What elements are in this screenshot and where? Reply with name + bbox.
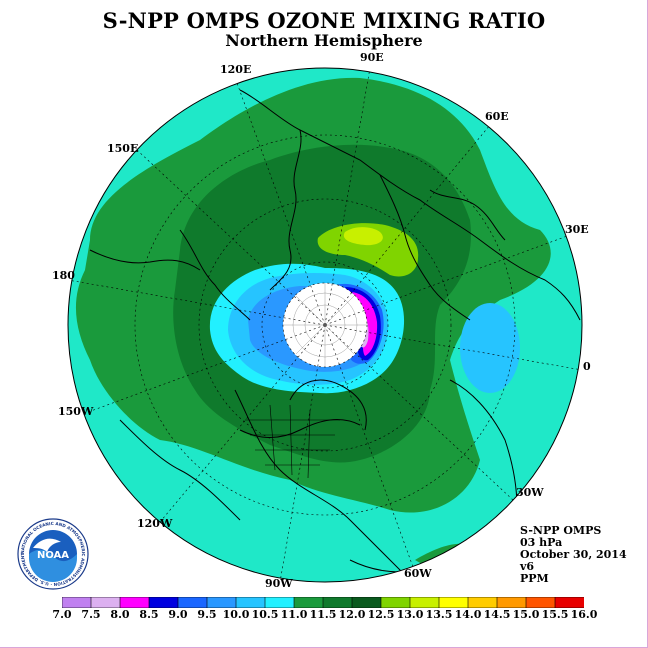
colorbar-tick-label: 11.5 (309, 608, 337, 621)
info-version: v6 (520, 560, 535, 573)
info-level: 03 hPa (520, 536, 563, 549)
colorbar-swatch (90, 597, 121, 608)
polar-grid (283, 283, 367, 367)
colorbar-swatch (177, 597, 208, 608)
lon-label-0: 0 (583, 360, 591, 373)
colorbar-tick-label: 14.0 (454, 608, 482, 621)
lon-label-30e: 30E (565, 223, 589, 236)
colorbar-tick-label: 16.0 (570, 608, 598, 621)
colorbar-tick-label: 12.5 (367, 608, 395, 621)
colorbar-tick-label: 8.5 (139, 608, 159, 621)
colorbar-swatch (409, 597, 440, 608)
info-instrument: S-NPP OMPS (520, 524, 602, 537)
lon-label-90w: 90W (265, 577, 293, 590)
colorbar-tick-label: 14.5 (483, 608, 511, 621)
colorbar-tick-label: 15.5 (541, 608, 569, 621)
lon-label-150w: 150W (58, 405, 94, 418)
logo-text: NOAA (37, 550, 69, 561)
colorbar-swatch (119, 597, 150, 608)
contour-13-0 (343, 227, 383, 246)
colorbar-swatch (438, 597, 469, 608)
colorbar-tick-label: 13.0 (396, 608, 424, 621)
colorbar-swatch (235, 597, 266, 608)
info-units: PPM (520, 572, 549, 585)
contour-10-0-east (460, 303, 520, 393)
colorbar-tick-label: 9.0 (168, 608, 188, 621)
lon-label-150e: 150E (107, 142, 139, 155)
lon-label-60e: 60E (485, 110, 509, 123)
colorbar-swatch (322, 597, 353, 608)
colorbar-swatch (380, 597, 411, 608)
colorbar-labels: 7.0 7.5 8.0 8.5 9.0 9.5 10.0 10.5 11.0 11.5 12.0 12… (0, 608, 647, 622)
colorbar (62, 597, 584, 608)
info-date: October 30, 2014 (520, 548, 627, 561)
map-title: S-NPP OMPS OZONE MIXING RATIO (102, 8, 546, 33)
map-border (67, 67, 583, 583)
colorbar-tick-label: 9.5 (197, 608, 217, 621)
colorbar-tick-label: 13.5 (425, 608, 453, 621)
lon-label-90e: 90E (360, 51, 384, 64)
colorbar-swatch (496, 597, 527, 608)
colorbar-swatch (525, 597, 556, 608)
colorbar-tick-label: 7.5 (81, 608, 101, 621)
colorbar-tick-label: 11.0 (280, 608, 308, 621)
lon-label-60w: 60W (404, 567, 432, 580)
contour-12-5 (317, 223, 419, 277)
colorbar-tick-label: 12.0 (338, 608, 366, 621)
colorbar-tick-label: 7.0 (52, 608, 72, 621)
colorbar-tick-label: 10.0 (222, 608, 250, 621)
colorbar-swatch (467, 597, 498, 608)
lon-label-180: 180 (52, 269, 75, 282)
noaa-logo: NATIONAL OCEANIC AND ATMOSPHERIC ADMINIS… (17, 518, 89, 590)
colorbar-swatch (62, 597, 92, 608)
lon-label-120w: 120W (137, 517, 173, 530)
map-subtitle: Northern Hemisphere (225, 31, 423, 50)
colorbar-swatch (351, 597, 382, 608)
info-block: S-NPP OMPS 03 hPa October 30, 2014 v6 PP… (520, 525, 627, 585)
colorbar-swatch (293, 597, 324, 608)
colorbar-tick-label: 10.5 (251, 608, 279, 621)
colorbar-swatch (554, 597, 584, 608)
colorbar-swatch (148, 597, 179, 608)
colorbar-tick-label: 8.0 (110, 608, 130, 621)
graticule (68, 68, 582, 582)
colorbar-swatch (264, 597, 295, 608)
lon-label-30w: 30W (516, 486, 544, 499)
colorbar-tick-label: 15.0 (512, 608, 540, 621)
colorbar-swatch (206, 597, 237, 608)
lon-label-120e: 120E (220, 63, 252, 76)
